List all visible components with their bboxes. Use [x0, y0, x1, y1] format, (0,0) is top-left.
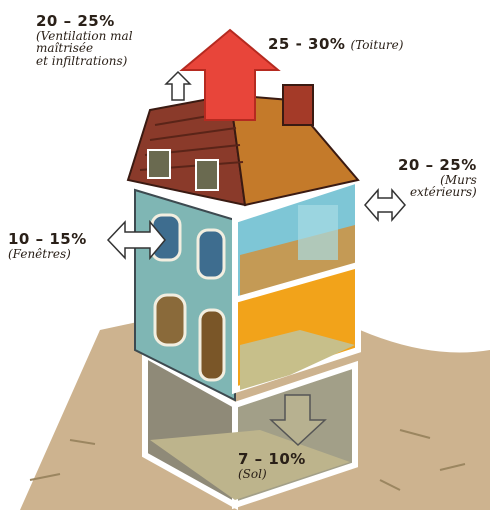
chimney [282, 84, 314, 126]
floor-heat-arrow [269, 394, 327, 447]
dormer-window [147, 149, 171, 179]
windows-text: (Fenêtres) [8, 246, 71, 261]
ventilation-text-3: et infiltrations) [36, 53, 128, 68]
walls-label: 20 – 25% (Murs extérieurs) [398, 156, 477, 200]
roof-text: (Toiture) [350, 38, 404, 52]
ground-window [153, 293, 187, 347]
walls-text-2: extérieurs) [409, 185, 477, 200]
ventilation-text-2: maîtrisée [36, 41, 94, 56]
floor-percent: 7 – 10% [238, 450, 306, 468]
walls-heat-arrow [364, 187, 406, 223]
walls-percent: 20 – 25% [398, 156, 477, 174]
windows-heat-arrow [106, 219, 166, 261]
roof-gable [228, 93, 360, 207]
first-floor-window-right [196, 228, 226, 280]
windows-percent: 10 – 15% [8, 230, 87, 248]
ventilation-text-1: (Ventilation mal [36, 28, 133, 43]
walls-text-1: (Murs [440, 172, 477, 187]
roof-label: 25 - 30% (Toiture) [268, 36, 403, 53]
floor-text: (Sol) [238, 466, 267, 481]
cutaway-rooms [232, 175, 361, 395]
dormer-window [195, 159, 219, 191]
ventilation-percent: 20 – 25% [36, 12, 115, 30]
windows-label: 10 – 15% (Fenêtres) [8, 230, 87, 261]
ventilation-arrow [164, 70, 192, 101]
ventilation-label: 20 – 25% (Ventilation mal maîtrisée et i… [36, 12, 133, 68]
roof-heat-arrow [179, 28, 281, 121]
roof-percent: 25 - 30% [268, 35, 346, 53]
front-door [198, 308, 226, 382]
floor-label: 7 – 10% (Sol) [238, 450, 306, 481]
